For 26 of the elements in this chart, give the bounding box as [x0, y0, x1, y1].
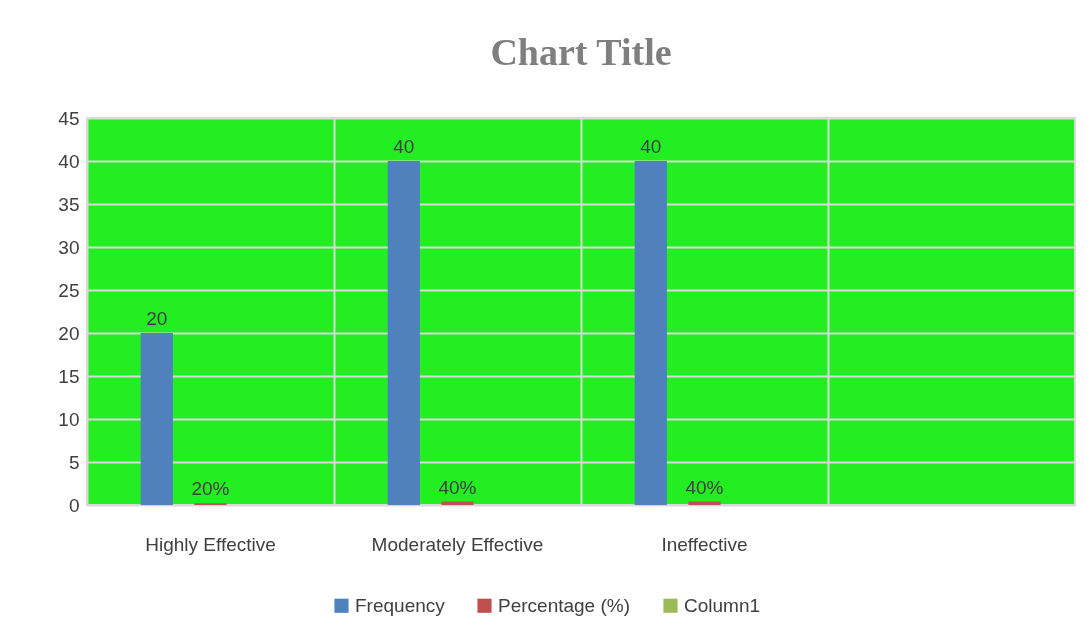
data-label: 20% — [191, 478, 230, 500]
y-tick-label: 35 — [58, 193, 80, 215]
data-label: 40 — [640, 136, 662, 157]
y-tick-label: 25 — [58, 279, 80, 301]
legend-label: Column1 — [684, 594, 761, 616]
y-tick-label: 20 — [58, 322, 80, 344]
data-label: 40% — [685, 476, 724, 498]
bar — [387, 161, 420, 505]
chart-title: Chart Title — [490, 31, 672, 73]
x-tick-label: Highly Effective — [145, 533, 276, 555]
x-tick-label: Moderately Effective — [371, 533, 544, 555]
y-tick-label: 45 — [58, 107, 80, 129]
y-tick-label: 40 — [58, 150, 80, 172]
x-tick-label: Ineffective — [661, 533, 748, 555]
data-label: 40 — [393, 136, 415, 157]
y-tick-label: 15 — [58, 365, 80, 387]
data-label: 40% — [438, 476, 477, 498]
legend-label: Percentage (%) — [498, 594, 631, 616]
y-tick-label: 30 — [58, 236, 80, 258]
data-label: 20 — [146, 308, 168, 329]
bar — [634, 161, 667, 505]
y-tick-label: 5 — [68, 451, 80, 473]
y-tick-label: 10 — [58, 408, 80, 430]
bar — [140, 333, 173, 505]
y-tick-label: 0 — [68, 494, 80, 516]
legend-label: Frequency — [355, 594, 446, 616]
